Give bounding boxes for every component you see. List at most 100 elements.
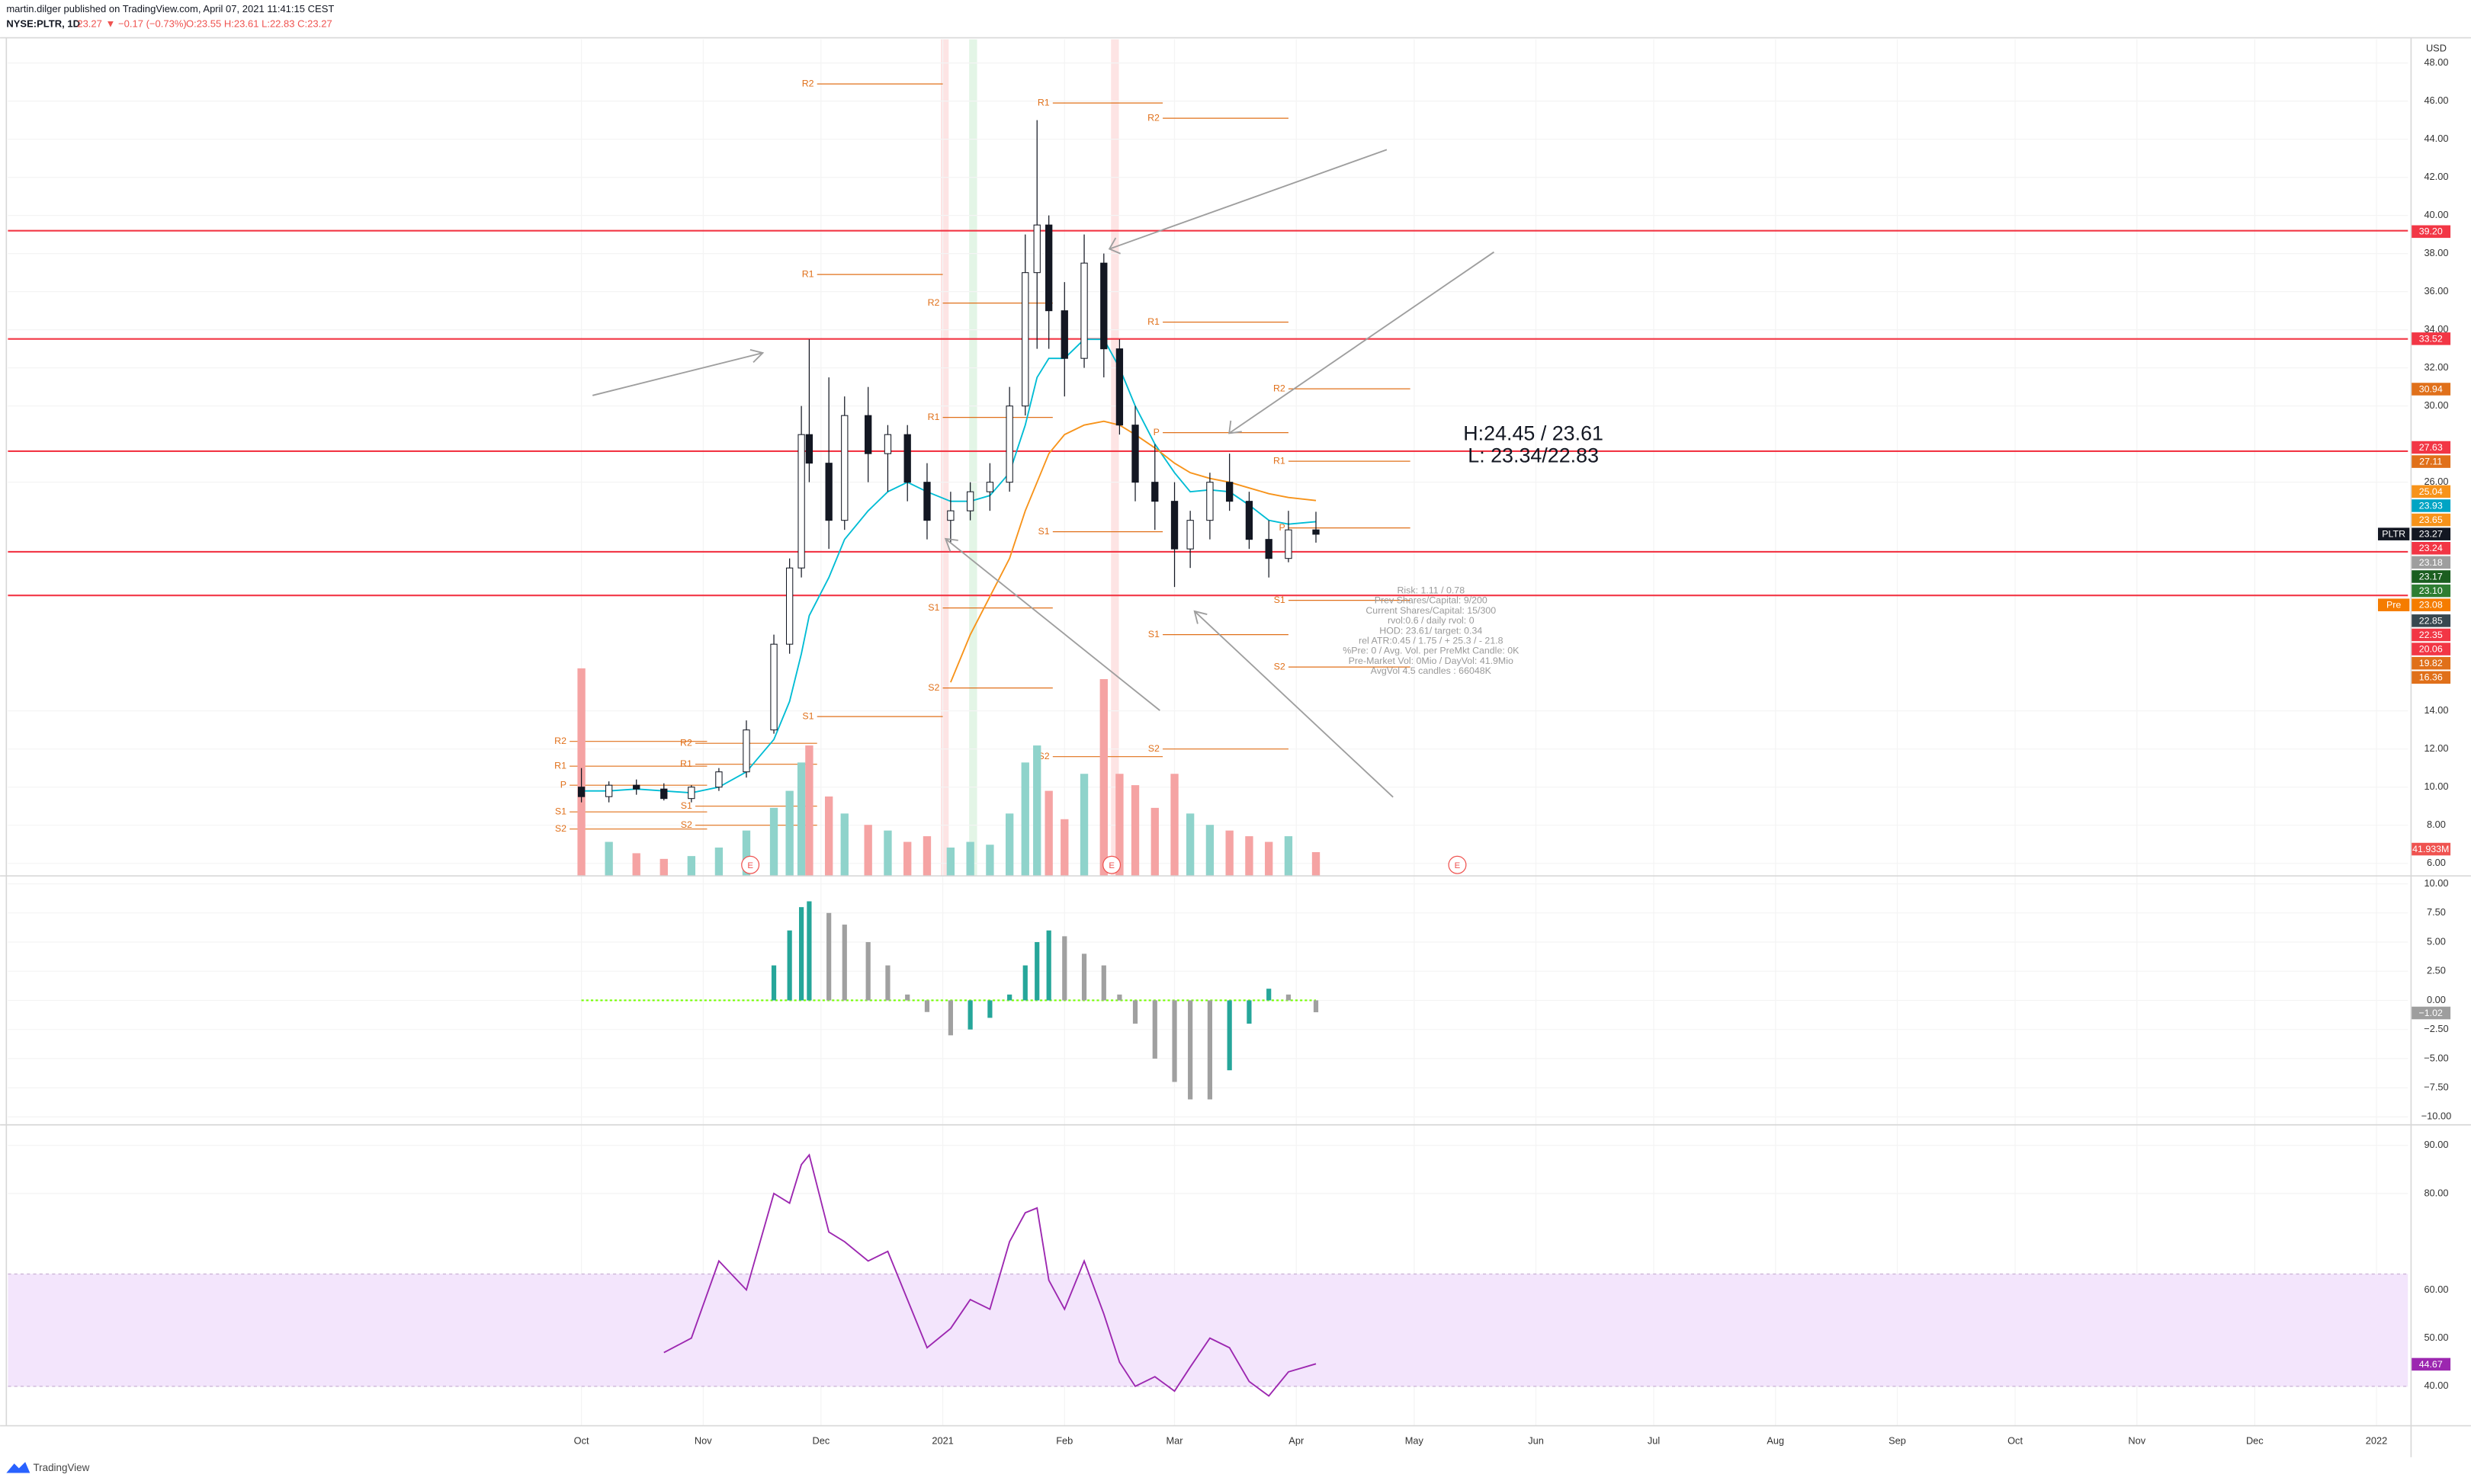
price-label: 39.20 [2419,226,2443,237]
event-label: E [1109,861,1115,870]
candle-body [1170,501,1179,550]
price-label-box [2411,656,2451,670]
volume-bar [1115,774,1124,877]
macd-bar [1207,1000,1213,1100]
volume-bar [797,762,806,877]
price-label: 41.933M [2412,844,2449,854]
price-label: 23.24 [2419,543,2443,553]
volume-bar [769,807,778,877]
macd-bar [1188,1000,1193,1100]
price-label: 23.10 [2419,585,2443,596]
price-label-box [2411,842,2451,856]
candle-body [1115,348,1124,426]
price-label: 25.04 [2419,486,2443,497]
price-label-box [2411,485,2451,498]
x-tick-label: Mar [1167,1435,1184,1447]
volume-bar [923,836,932,877]
candle-body [1045,224,1053,312]
pivot-label: R2 [928,297,940,308]
x-tick-label: Apr [1288,1435,1304,1447]
volume-bar [903,841,912,877]
pivot-label: R1 [554,760,566,771]
candle-body [797,434,805,569]
volume-bar [1061,819,1069,877]
info-line: AvgVol 4.5 candles : 66048K [1371,665,1492,676]
volume-bar [805,745,814,877]
volume-bar [1099,678,1108,877]
macd-bar [885,965,891,1001]
candle-body [1006,405,1013,483]
pivot-label: S2 [928,682,939,693]
arrow [1228,251,1494,434]
candle-body [923,482,931,521]
pivot-label: P [560,779,566,790]
y-tick-label: −7.50 [2424,1082,2448,1093]
price-label: 22.85 [2419,615,2443,626]
macd-bar [1285,994,1292,1001]
price-label-box [2411,1357,2451,1371]
pivot-label: R2 [1273,383,1285,393]
macd-bar [905,994,910,1001]
candle-body [785,567,794,645]
pivot-label: S1 [555,806,566,816]
x-tick-label: Aug [1767,1435,1784,1447]
volume-bar [1150,807,1159,877]
macd-bar [1152,1000,1157,1059]
symbol: NYSE:PLTR, 1D [6,18,80,29]
volume-bar [1205,825,1215,877]
volume-bar [840,813,849,877]
y-tick-label: 34.00 [2424,323,2448,335]
pivot-label: R2 [802,78,814,88]
volume-bar [1080,774,1089,877]
info-line: Pre-Market Vol: 0Mio / DayVol: 41.9Mio [1349,655,1513,666]
annotation: H:24.45 / 23.61 [1463,422,1603,445]
pivot-label: P [1154,427,1160,438]
currency: USD [2426,42,2447,53]
macd-bar [865,942,871,1001]
arrow-head [749,348,765,364]
macd-bar [1046,930,1051,1001]
price-label: 20.06 [2419,643,2443,654]
logo [6,1462,30,1473]
price-label: 19.82 [2419,658,2443,668]
macd-bar [987,1000,993,1018]
candle-body [1226,482,1234,502]
macd-bar [968,1000,973,1030]
pivot-label: S1 [1038,526,1050,537]
pivot-label: R1 [1038,97,1050,107]
y-tick-label: −10.00 [2421,1111,2452,1122]
info-line: Risk: 1.11 / 0.78 [1397,585,1465,595]
price-label-box [2411,383,2451,396]
price-tag: Pre [2386,600,2401,611]
arrow [945,538,1160,711]
x-tick-label: Dec [2246,1435,2264,1447]
macd-bar [1117,994,1122,1001]
price-label: −1.02 [2419,1008,2443,1018]
session-band [940,39,949,877]
y-tick-label: 38.00 [2424,247,2448,258]
candle-body [903,434,911,483]
macd-bar [1247,1000,1252,1024]
candle-body [1151,482,1159,502]
x-tick-label: Oct [574,1435,589,1447]
price-label-box [2411,598,2451,611]
y-tick-label: 14.00 [2424,704,2448,716]
arrow [1109,149,1388,250]
macd-bar [1313,1000,1319,1013]
macd-bar [924,1000,930,1012]
candle-body [1206,482,1214,521]
y-tick-label: 7.50 [2427,906,2446,918]
y-tick-label: 46.00 [2424,95,2448,106]
pivot-label: S2 [555,823,566,834]
pivot-label: R2 [1147,112,1160,123]
info-line: rvol:0.6 / daily rvol: 0 [1388,615,1475,626]
price-label: 23.17 [2419,571,2443,582]
price-tag: PLTR [2382,529,2405,540]
price-label-box [2411,513,2451,527]
price-label-box [2411,570,2451,583]
arrow-head [1108,237,1121,255]
price-tag-box [2377,527,2410,540]
volume-bar [1131,785,1140,877]
pivot-label: R1 [680,758,692,769]
